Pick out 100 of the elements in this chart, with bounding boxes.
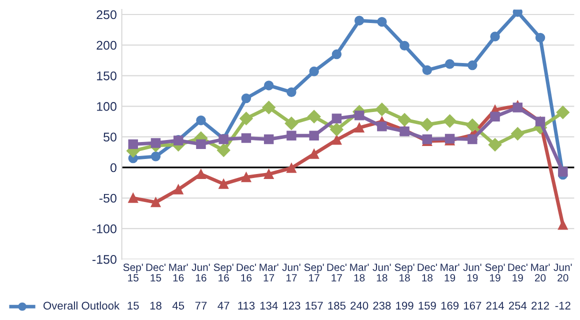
x-tick-label: Dec' 17	[327, 264, 346, 282]
point	[488, 138, 502, 152]
point	[240, 112, 253, 126]
point	[377, 16, 387, 27]
legend-label: Overall Outlook	[43, 301, 120, 310]
data-label: -12	[555, 302, 570, 310]
point	[286, 87, 296, 98]
data-label: 214	[486, 302, 504, 310]
data-label: 113	[238, 302, 255, 310]
point	[377, 122, 387, 132]
point	[217, 144, 230, 157]
y-tick-label: 50	[104, 132, 116, 142]
point	[468, 60, 478, 70]
x-tick-label: Mar' 19	[440, 264, 460, 282]
point	[400, 40, 410, 51]
point	[512, 102, 523, 112]
x-tick-label: Mar' 18	[350, 264, 369, 282]
data-label: 134	[260, 302, 278, 310]
point	[128, 193, 138, 203]
point	[398, 113, 412, 126]
point	[511, 127, 524, 140]
point	[241, 93, 252, 104]
x-tick-label: Jun' 16	[192, 264, 210, 282]
point	[262, 100, 276, 114]
point	[196, 169, 206, 180]
point	[332, 135, 342, 145]
point	[307, 110, 321, 124]
y-tick-label: 200	[96, 40, 116, 50]
point	[284, 116, 298, 130]
x-tick-label: Jun' 17	[282, 264, 300, 282]
data-label: 18	[150, 302, 162, 310]
point	[264, 169, 274, 180]
data-label: 15	[128, 302, 139, 310]
x-tick-label: Dec' 18	[418, 264, 437, 282]
y-tick-label: 150	[97, 71, 116, 80]
y-tick-label: -50	[99, 194, 116, 203]
data-label: 169	[441, 302, 459, 310]
point	[468, 134, 478, 144]
point	[332, 49, 342, 60]
point	[150, 152, 161, 162]
x-tick-label: Sep' 15	[123, 264, 143, 282]
point	[512, 10, 523, 17]
x-tick-label: Sep' 19	[485, 264, 505, 282]
data-label: 47	[218, 302, 230, 310]
point	[558, 166, 568, 177]
point	[196, 115, 206, 126]
point	[241, 172, 252, 182]
x-tick-label: Jun' 20	[554, 264, 572, 282]
point	[309, 149, 319, 159]
point	[444, 59, 455, 69]
x-tick-label: Mar' 20	[531, 264, 550, 282]
y-tick-label: 0	[110, 163, 116, 172]
x-tick-label: Jun' 19	[463, 264, 482, 282]
data-label: 199	[396, 302, 414, 310]
data-label: 185	[328, 302, 346, 310]
y-tick-label: -100	[92, 224, 116, 234]
x-tick-label: Mar' 17	[260, 264, 278, 282]
x-tick-label: Dec' 19	[508, 264, 528, 282]
point	[264, 134, 274, 144]
point	[286, 163, 296, 173]
data-label: 77	[195, 302, 207, 310]
point	[354, 110, 364, 120]
x-tick-label: Dec' 15	[146, 264, 166, 282]
data-label: 167	[464, 302, 482, 310]
point	[556, 106, 570, 119]
point	[558, 220, 568, 230]
point	[150, 197, 161, 208]
point	[173, 184, 184, 194]
x-tick-label: Sep' 16	[214, 264, 234, 282]
point	[490, 32, 500, 42]
point	[309, 130, 319, 140]
x-tick-label: Sep' 18	[394, 264, 414, 282]
data-label: 159	[418, 302, 436, 310]
data-label: 157	[306, 302, 323, 310]
point	[241, 133, 252, 143]
data-label: 240	[350, 302, 368, 310]
point	[128, 139, 138, 150]
point	[490, 112, 500, 122]
x-tick-label: Dec' 16	[236, 264, 256, 282]
x-tick-label: Mar' 16	[169, 264, 188, 282]
data-label: 45	[172, 302, 184, 310]
point	[286, 130, 296, 140]
y-tick-label: 250	[96, 10, 116, 20]
point	[309, 66, 319, 76]
point	[535, 32, 546, 43]
point	[354, 122, 364, 133]
point	[150, 138, 161, 148]
point	[332, 114, 342, 124]
point	[443, 114, 456, 128]
data-label: 238	[373, 302, 391, 310]
y-tick-label: 100	[97, 102, 116, 111]
x-tick-label: Jun' 18	[372, 264, 391, 282]
data-label: 212	[532, 302, 549, 310]
point	[422, 65, 432, 76]
point	[196, 139, 206, 150]
data-label: 123	[283, 302, 300, 310]
point	[466, 118, 479, 132]
y-tick-label: -150	[92, 255, 116, 264]
point	[264, 80, 274, 90]
x-tick-label: Sep' 17	[304, 264, 324, 282]
